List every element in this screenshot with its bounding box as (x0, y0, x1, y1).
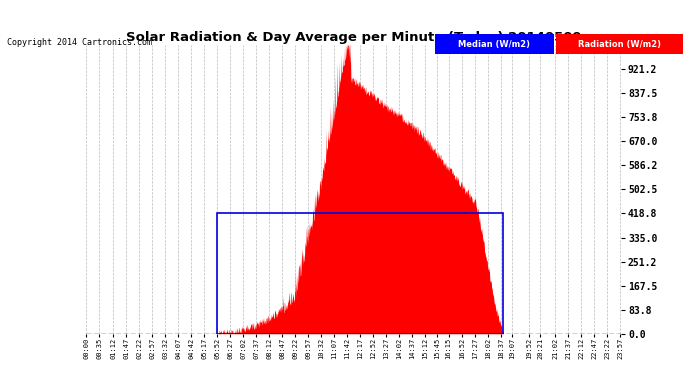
Text: Median (W/m2): Median (W/m2) (458, 40, 531, 49)
Bar (217, 213, 503, 334)
Text: Copyright 2014 Cartronics.com: Copyright 2014 Cartronics.com (7, 38, 152, 47)
Title: Solar Radiation & Day Average per Minute (Today) 20140509: Solar Radiation & Day Average per Minute… (126, 31, 582, 44)
FancyBboxPatch shape (556, 34, 683, 54)
Text: Radiation (W/m2): Radiation (W/m2) (578, 40, 661, 49)
FancyBboxPatch shape (435, 34, 554, 54)
